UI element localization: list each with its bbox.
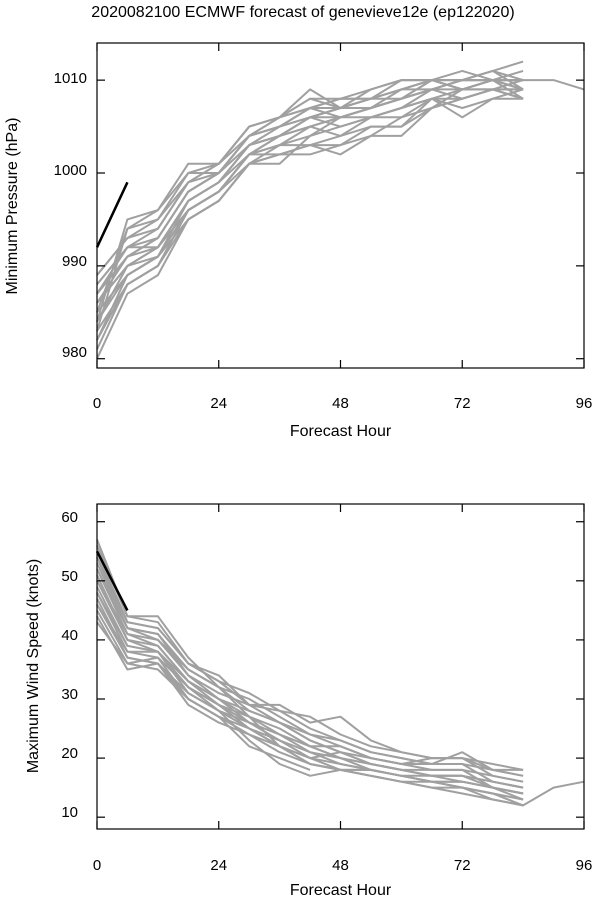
wind-ensemble-member-line	[97, 540, 584, 806]
pressure-ensemble-member-line	[97, 89, 523, 321]
wind-ensemble-member-line	[97, 581, 523, 794]
wind-ensemble-member-line	[97, 551, 523, 776]
pressure-y-tick-label: 980	[62, 344, 87, 361]
wind-ensemble-member-line	[97, 587, 523, 794]
pressure-ensemble-member-line	[97, 62, 523, 341]
wind-x-tick-label: 0	[93, 857, 101, 874]
pressure-x-tick-label: 48	[332, 395, 349, 412]
pressure-ensemble-member-line	[97, 80, 523, 275]
wind-x-tick-label: 72	[454, 857, 471, 874]
pressure-y-tick-label: 1000	[54, 162, 87, 179]
wind-x-tick-label: 24	[210, 857, 227, 874]
forecast-figure: 2020082100 ECMWF forecast of genevieve12…	[0, 0, 606, 900]
pressure-ensemble-member-line	[97, 89, 523, 349]
wind-ensemble-member-line	[97, 593, 523, 800]
pressure-ensemble-member-line	[97, 80, 523, 275]
pressure-y-axis-label: Minimum Pressure (hPa)	[4, 118, 21, 295]
wind-y-axis-label: Maximum Wind Speed (knots)	[25, 559, 42, 773]
wind-y-tick-label: 60	[61, 509, 78, 526]
pressure-x-tick-label: 96	[576, 395, 593, 412]
pressure-y-tick-label: 990	[62, 253, 87, 270]
wind-x-tick-label: 48	[332, 857, 349, 874]
pressure-ensemble-member-line	[97, 80, 523, 340]
wind-ensemble-member-line	[97, 557, 523, 770]
pressure-x-tick-label: 72	[454, 395, 471, 412]
wind-ensemble-member-line	[97, 575, 523, 788]
wind-ensemble-member-line	[97, 569, 523, 794]
wind-y-tick-label: 50	[61, 568, 78, 585]
pressure-x-axis-label: Forecast Hour	[290, 423, 392, 440]
wind-y-tick-label: 40	[61, 627, 78, 644]
figure-title: 2020082100 ECMWF forecast of genevieve12…	[91, 4, 514, 21]
wind-y-tick-label: 10	[61, 804, 78, 821]
wind-ensemble-lines	[97, 540, 584, 806]
pressure-y-tick-label: 1010	[54, 70, 87, 87]
wind-y-tick-label: 20	[61, 745, 78, 762]
pressure-ensemble-member-line	[97, 99, 523, 331]
wind-y-tick-label: 30	[61, 686, 78, 703]
wind-x-tick-label: 96	[576, 857, 593, 874]
wind-panel: 60 50 40 30 20 10 0 24 48 72 96 Forecast…	[25, 504, 592, 899]
pressure-panel: 1010 1000 990 980 0 24 48 72 96 Forecast…	[4, 43, 592, 440]
wind-x-axis-label: Forecast Hour	[290, 882, 392, 899]
wind-ensemble-member-line	[97, 557, 523, 782]
pressure-ensemble-lines	[97, 62, 584, 359]
wind-ensemble-member-line	[97, 545, 523, 770]
pressure-x-tick-label: 24	[210, 395, 227, 412]
pressure-x-tick-label: 0	[93, 395, 101, 412]
